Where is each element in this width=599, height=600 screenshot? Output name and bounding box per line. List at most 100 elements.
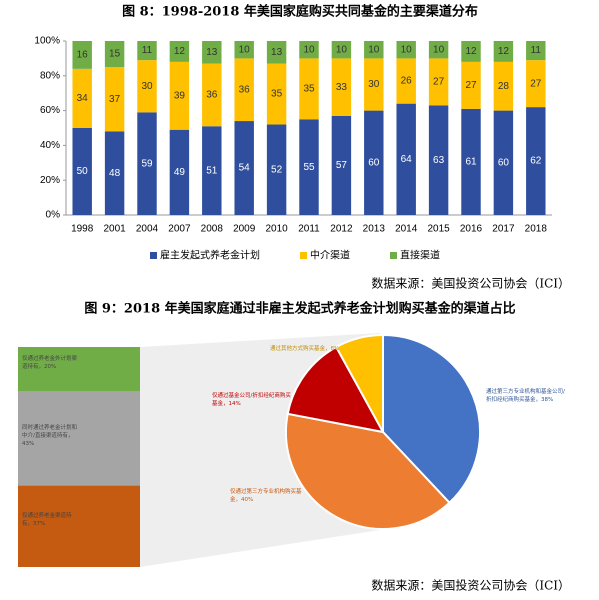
data-label: 10 [368,44,380,55]
bar-segment [299,119,319,215]
bar-segment [72,128,92,215]
bar-segment [234,41,254,59]
bar-segment [18,391,140,486]
bar-segment [72,41,92,69]
data-label: 51 [206,165,218,176]
data-label: 12 [498,46,510,57]
data-label: 36 [239,84,251,95]
x-tick-label: 2017 [492,224,515,235]
data-label: 33 [336,82,348,93]
bar-segment [299,58,319,120]
data-label: 10 [303,44,315,55]
pie-label: 仅通过基金公司/折扣经纪商购买基金，14% [212,393,291,407]
bar-segment [396,103,416,215]
data-label: 16 [77,50,89,61]
legend-label: 中介渠道 [310,249,350,262]
y-tick-label: 0% [46,210,61,221]
x-tick-label: 2011 [298,224,320,235]
data-label: 10 [401,44,413,55]
bar-segment [526,107,546,215]
bar-segment [461,108,481,215]
y-tick-label: 20% [40,175,60,186]
bar-segment [493,41,514,62]
x-tick-label: 2018 [525,224,548,235]
source: 数据来源：美国投资公司协会（ICI） [371,276,570,291]
data-label: 37 [109,94,121,105]
bar-segment [331,41,352,59]
data-label: 52 [271,164,283,175]
bar-segment [364,41,384,59]
label-box: 通过第三方专业机构和基金公司/折扣经纪商购买基金，38% [486,389,565,403]
bar-segment [104,131,125,215]
x-tick-label: 2015 [427,224,450,235]
data-label: 34 [77,93,89,104]
bar-segment [396,41,416,59]
legend-label: 雇主发起式养老金计划 [160,249,260,262]
bar-segment [299,41,319,59]
bar-segment [428,41,449,59]
y-tick-label: 60% [40,105,60,116]
data-label: 60 [368,157,380,168]
bar-segment [461,41,481,62]
figure-title: 图 8：1998-2018 年美国家庭购买共同基金的主要渠道分布 [122,4,478,20]
bar-segment [364,58,384,111]
data-label: 10 [239,44,251,55]
legend-label: 直接渠道 [400,249,440,262]
data-label: 27 [465,80,477,91]
data-label: 35 [303,83,315,94]
data-label: 13 [271,47,283,58]
bar-segment [266,124,287,215]
y-tick-label: 80% [40,70,60,81]
bar-segment [72,68,92,128]
bar-segment [396,58,416,104]
data-label: 13 [206,47,218,58]
y-tick-label: 100% [34,36,60,47]
data-label: 54 [239,163,251,174]
bar-segment [169,129,190,215]
data-label: 30 [141,81,153,92]
data-label: 12 [465,46,477,57]
pie-slice [334,333,384,433]
bar-label: 仅通过养老金渠道持有，37% [22,513,72,528]
data-label: 12 [174,46,186,57]
y-tick-label: 40% [40,140,60,151]
bar-segment [526,41,546,61]
data-label: 49 [174,167,186,178]
bar-segment [202,63,222,127]
label-box: 仅通过养老金外计划渠道持有，20% [22,356,78,370]
data-label: 27 [433,77,445,88]
bar-segment [428,105,449,215]
pie-slice [285,412,451,530]
data-label: 10 [433,44,445,55]
data-label: 27 [530,78,542,89]
x-tick-label: 2016 [460,224,483,235]
x-tick-label: 2013 [363,224,386,235]
data-label: 57 [336,160,348,171]
data-label: 60 [498,157,510,168]
x-tick-label: 2001 [103,224,126,235]
x-tick-label: 2004 [136,224,159,235]
x-tick-label: 2009 [233,224,256,235]
bar-segment [266,63,287,125]
legend-swatch [150,252,157,259]
data-label: 11 [142,45,153,56]
bar-segment [137,60,157,113]
bar-segment [364,110,384,215]
bar-segment [234,58,254,122]
x-tick-label: 2007 [168,224,191,235]
label-box: 仅通过第三方专业机构购买基金，40% [230,489,302,503]
data-label: 30 [368,79,380,90]
bar-segment [202,126,222,215]
bar-segment [137,41,157,61]
bar-segment [266,41,287,64]
bar-label: 仅通过养老金外计划渠道持有，20% [22,356,78,370]
bar-segment [493,110,514,215]
data-label: 11 [531,45,542,56]
data-label: 28 [498,81,510,92]
data-label: 39 [174,90,186,101]
data-label: 10 [336,44,348,55]
bar-segment [137,112,157,215]
data-label: 55 [303,162,315,173]
legend-swatch [390,252,397,259]
